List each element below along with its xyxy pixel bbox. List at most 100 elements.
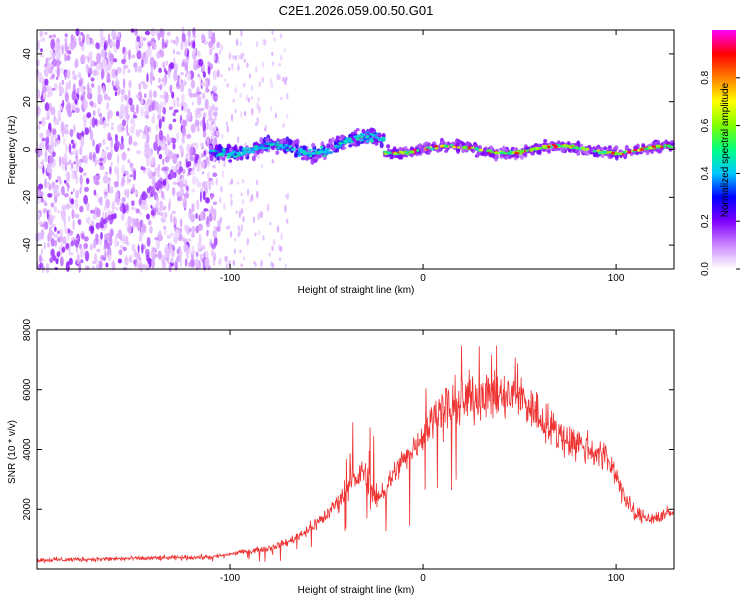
spectrogram-cell xyxy=(121,176,125,186)
spectrogram-cell xyxy=(154,167,158,174)
spectrogram-cell xyxy=(268,141,273,145)
spectrogram-cell xyxy=(180,79,183,84)
spectrogram-cell xyxy=(37,199,41,204)
spectrogram-cell xyxy=(205,197,210,204)
spectrogram-cell xyxy=(171,137,175,144)
spectrogram-cell xyxy=(657,144,662,148)
spectrogram-cell xyxy=(234,109,237,113)
spectrogram-cell xyxy=(105,96,111,101)
spectrogram-cell xyxy=(72,150,76,156)
spectrogram-cell xyxy=(186,134,192,139)
spectrogram-cell xyxy=(344,140,349,143)
spectrogram-cell xyxy=(64,37,68,43)
spectrogram-cell xyxy=(80,259,84,264)
spectrogram-cell xyxy=(64,162,68,172)
spectrogram-cell xyxy=(409,152,414,158)
spectrogram-cell xyxy=(184,258,188,267)
spectrogram-cell xyxy=(195,213,199,219)
spectrogram-cell xyxy=(186,238,192,243)
spectrogram-cell xyxy=(126,132,130,136)
spectrogram-cell xyxy=(217,152,222,156)
spectrogram-cell xyxy=(123,64,129,69)
spectrogram-cell xyxy=(190,123,196,133)
spectrogram-cell xyxy=(242,256,246,261)
spectrogram-cell xyxy=(65,81,70,91)
spectrogram-cell xyxy=(247,97,251,103)
spectrogram-cell xyxy=(232,259,235,266)
spectrogram-cell xyxy=(75,189,79,199)
spectrogram-cell xyxy=(173,57,176,65)
spectrogram-cell xyxy=(284,263,287,268)
spectrogram-cell xyxy=(130,187,136,193)
spectrogram-cell xyxy=(228,66,231,72)
spectrogram-cell xyxy=(194,157,198,164)
spectrogram-cell xyxy=(70,191,73,195)
y-tick-label: -40 xyxy=(22,237,33,252)
x-tick-label: -100 xyxy=(220,573,240,584)
spectrogram-cell xyxy=(245,147,250,150)
spectrogram-cell xyxy=(93,174,99,185)
spectrogram-cell xyxy=(271,29,274,36)
spectrogram-cell xyxy=(132,115,138,119)
y-tick-label: 6000 xyxy=(22,378,33,401)
spectrogram-cell xyxy=(111,80,114,87)
spectrogram-cell xyxy=(397,153,402,160)
spectrogram-cell xyxy=(144,110,150,115)
spectrogram-cell xyxy=(196,164,201,173)
spectrogram-cell xyxy=(257,97,261,102)
spectrogram-cell xyxy=(326,143,331,150)
spectrogram-cell xyxy=(80,31,84,36)
spectrogram-cell xyxy=(298,147,303,151)
spectrogram-cell xyxy=(208,105,213,115)
colorbar-tick-label: 0.0 xyxy=(700,262,711,276)
spectrogram-cell xyxy=(45,129,51,137)
spectrogram-cell xyxy=(322,155,327,161)
spectrogram-cell xyxy=(85,216,91,224)
spectrogram-cell xyxy=(201,244,206,251)
spectrogram-cell xyxy=(75,107,80,114)
spectrogram-cell xyxy=(597,151,602,155)
spectrogram-cell xyxy=(171,244,175,249)
spectrogram-cell xyxy=(50,91,54,96)
spectrogram-cell xyxy=(214,116,217,121)
spectrogram-cell xyxy=(109,166,112,175)
spectrogram-cell xyxy=(154,182,159,189)
spectrogram-cell xyxy=(166,234,172,239)
spectrogram-cell xyxy=(237,136,240,144)
spectrogram-cell xyxy=(295,138,300,146)
spectrogram-cell xyxy=(77,72,82,78)
spectrogram-cell xyxy=(470,146,475,150)
spectrogram-cell xyxy=(168,123,173,131)
spectrogram-cell xyxy=(171,91,175,99)
spectrogram-cell xyxy=(207,171,211,180)
spectrogram-cell xyxy=(208,144,213,152)
spectrogram-cell xyxy=(102,174,108,184)
spectrogram-cell xyxy=(250,95,254,101)
spectrogram-cell xyxy=(201,182,207,188)
spectrogram-cell xyxy=(145,249,148,254)
spectrogram-cell xyxy=(211,121,214,125)
spectrogram-cell xyxy=(554,145,559,148)
spectrogram-cell xyxy=(158,145,161,152)
spectrogram-cell xyxy=(49,257,53,264)
spectrogram-cell xyxy=(322,154,327,157)
spectrogram-cell xyxy=(233,155,237,158)
spectrogram-cell xyxy=(87,57,90,63)
spectrogram-cell xyxy=(156,199,159,207)
spectrogram-cell xyxy=(114,181,119,188)
spectrogram-panel: -100 0 100 -40 -20 0 20 40 Height of straight l… xyxy=(7,26,676,296)
spectrogram-cell xyxy=(107,177,112,181)
spectrogram-cell xyxy=(257,146,261,149)
spectrogram-cell xyxy=(645,148,650,156)
spectrogram-cell xyxy=(137,244,140,253)
spectrogram-cell xyxy=(195,108,198,120)
spectrogram-cell xyxy=(223,160,226,168)
spectrogram-cell xyxy=(188,228,192,232)
spectrogram-cell xyxy=(487,149,492,152)
spectrogram-cell xyxy=(39,262,43,269)
spectrogram-cell xyxy=(48,155,54,164)
spectrogram-cell xyxy=(204,256,210,268)
spectrogram-cell xyxy=(104,250,107,260)
spectrogram-cell xyxy=(62,99,65,108)
spectrogram-cell xyxy=(96,248,101,253)
